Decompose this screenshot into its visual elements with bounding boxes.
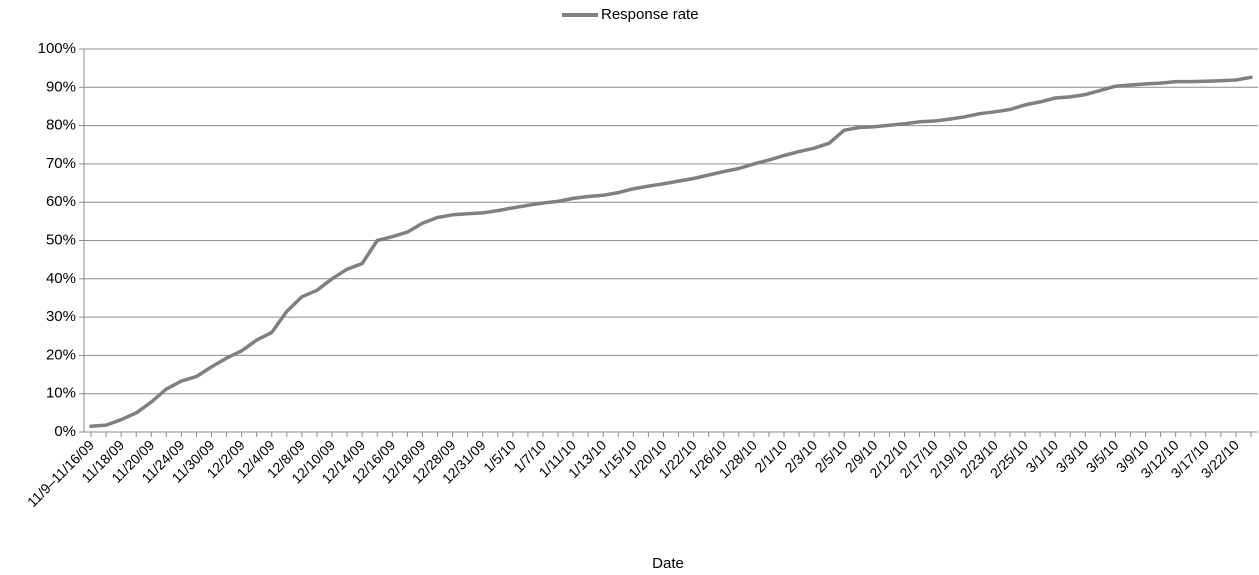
- y-tick-label: 0%: [54, 423, 76, 440]
- y-tick-label: 50%: [46, 231, 76, 248]
- legend-label-response-rate: Response rate: [601, 6, 699, 23]
- x-axis-title: Date: [652, 555, 684, 572]
- y-tick-label: 20%: [46, 346, 76, 363]
- gridlines: [84, 48, 1258, 395]
- x-tick-label: 1/5/10: [480, 437, 519, 476]
- y-tick-label: 70%: [46, 155, 76, 172]
- series-line-response-rate: [89, 75, 1253, 429]
- x-tick-label: 2/1/10: [751, 437, 790, 476]
- y-tick-label: 10%: [46, 385, 76, 402]
- y-axis-ticks: 0% 10% 20% 30% 40% 50% 60% 70% 80% 90% 100%: [38, 40, 84, 440]
- y-tick-label: 60%: [46, 193, 76, 210]
- y-tick-label: 90%: [46, 78, 76, 95]
- x-tick-label: 2/5/10: [812, 437, 851, 476]
- y-tick-label: 80%: [46, 117, 76, 134]
- y-tick-label: 100%: [38, 40, 76, 57]
- x-tick-label: 3/5/10: [1083, 437, 1122, 476]
- x-tick-label: 3/1/10: [1022, 437, 1061, 476]
- x-axis-ticks: 11/9–11/16/0911/18/0911/20/0911/24/0911/…: [24, 432, 1252, 510]
- y-tick-label: 40%: [46, 270, 76, 287]
- x-tick-label: 2/3/10: [781, 437, 820, 476]
- x-tick-label: 3/3/10: [1053, 437, 1092, 476]
- legend: Response rate: [562, 6, 699, 23]
- y-tick-label: 30%: [46, 308, 76, 325]
